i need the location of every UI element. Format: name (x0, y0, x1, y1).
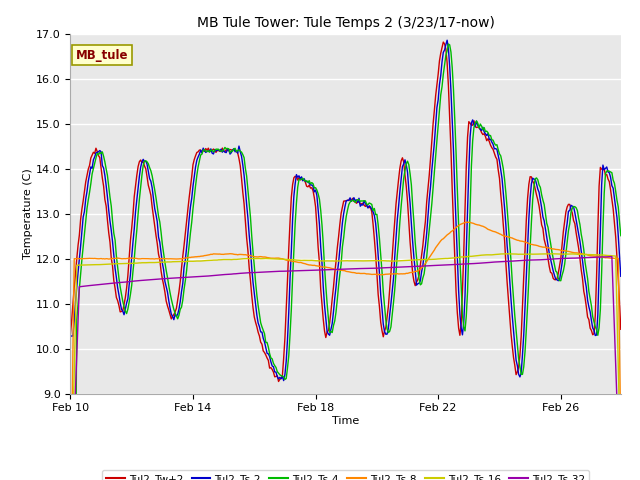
Tul2_Ts-4 (572, 205, 580, 211)
Tul2_Tw+2 (387, 271, 395, 276)
Tul2_Ts-4 (617, 233, 625, 239)
Tul2_Tw+2 (573, 238, 581, 243)
Tul2_Ts-2 (387, 301, 395, 307)
Tul2_Ts-8 (617, 435, 625, 441)
Title: MB Tule Tower: Tule Temps 2 (3/23/17-now): MB Tule Tower: Tule Temps 2 (3/23/17-now… (196, 16, 495, 30)
Line: Tul2_Ts-4: Tul2_Ts-4 (70, 44, 621, 480)
Tul2_Ts-2 (109, 239, 116, 245)
Tul2_Ts-16 (109, 261, 116, 267)
Tul2_Tw+2 (440, 39, 447, 45)
Tul2_Ts-8 (572, 250, 580, 256)
Tul2_Tw+2 (451, 257, 459, 263)
Legend: Tul2_Tw+2, Tul2_Ts-2, Tul2_Ts-4, Tul2_Ts-8, Tul2_Ts-16, Tul2_Ts-32: Tul2_Tw+2, Tul2_Ts-2, Tul2_Ts-4, Tul2_Ts… (102, 470, 589, 480)
Line: Tul2_Ts-2: Tul2_Ts-2 (70, 40, 621, 381)
Tul2_Ts-2 (504, 258, 512, 264)
Tul2_Ts-16 (449, 255, 456, 261)
Tul2_Ts-32 (386, 264, 394, 270)
Tul2_Ts-16 (548, 251, 556, 257)
Tul2_Ts-4 (450, 87, 458, 93)
Tul2_Ts-32 (109, 280, 116, 286)
Tul2_Ts-8 (464, 219, 472, 225)
Tul2_Ts-16 (490, 252, 498, 257)
Tul2_Ts-32 (449, 262, 456, 267)
Tul2_Ts-4 (503, 205, 511, 211)
Tul2_Ts-8 (386, 271, 394, 277)
Tul2_Ts-32 (502, 259, 509, 264)
Line: Tul2_Ts-32: Tul2_Ts-32 (70, 257, 621, 480)
Tul2_Tw+2 (617, 326, 625, 332)
Tul2_Ts-32 (571, 255, 579, 261)
Tul2_Tw+2 (493, 156, 500, 162)
X-axis label: Time: Time (332, 416, 359, 426)
Tul2_Ts-32 (490, 259, 498, 265)
Tul2_Ts-2 (573, 225, 581, 230)
Line: Tul2_Ts-8: Tul2_Ts-8 (70, 222, 621, 480)
Tul2_Ts-8 (109, 255, 116, 261)
Tul2_Tw+2 (67, 332, 74, 337)
Tul2_Ts-2 (493, 146, 500, 152)
Tul2_Ts-4 (492, 142, 499, 148)
Tul2_Ts-32 (608, 254, 616, 260)
Tul2_Ts-16 (572, 251, 580, 257)
Tul2_Ts-8 (503, 234, 511, 240)
Tul2_Tw+2 (504, 297, 512, 303)
Y-axis label: Temperature (C): Temperature (C) (23, 168, 33, 259)
Line: Tul2_Ts-16: Tul2_Ts-16 (70, 254, 621, 480)
Tul2_Ts-4 (386, 328, 394, 334)
Tul2_Tw+2 (275, 379, 282, 384)
Tul2_Ts-16 (386, 258, 394, 264)
Tul2_Ts-4 (445, 41, 452, 47)
Tul2_Ts-8 (449, 228, 456, 234)
Tul2_Ts-2 (444, 37, 451, 43)
Tul2_Ts-2 (280, 378, 287, 384)
Tul2_Ts-8 (492, 229, 499, 235)
Tul2_Ts-16 (502, 251, 509, 257)
Tul2_Ts-2 (617, 274, 625, 279)
Text: MB_tule: MB_tule (76, 49, 129, 62)
Tul2_Ts-16 (617, 470, 625, 476)
Tul2_Ts-2 (451, 187, 459, 193)
Tul2_Ts-2 (67, 333, 74, 339)
Tul2_Tw+2 (109, 264, 116, 269)
Tul2_Ts-4 (109, 218, 116, 224)
Line: Tul2_Tw+2: Tul2_Tw+2 (70, 42, 621, 382)
